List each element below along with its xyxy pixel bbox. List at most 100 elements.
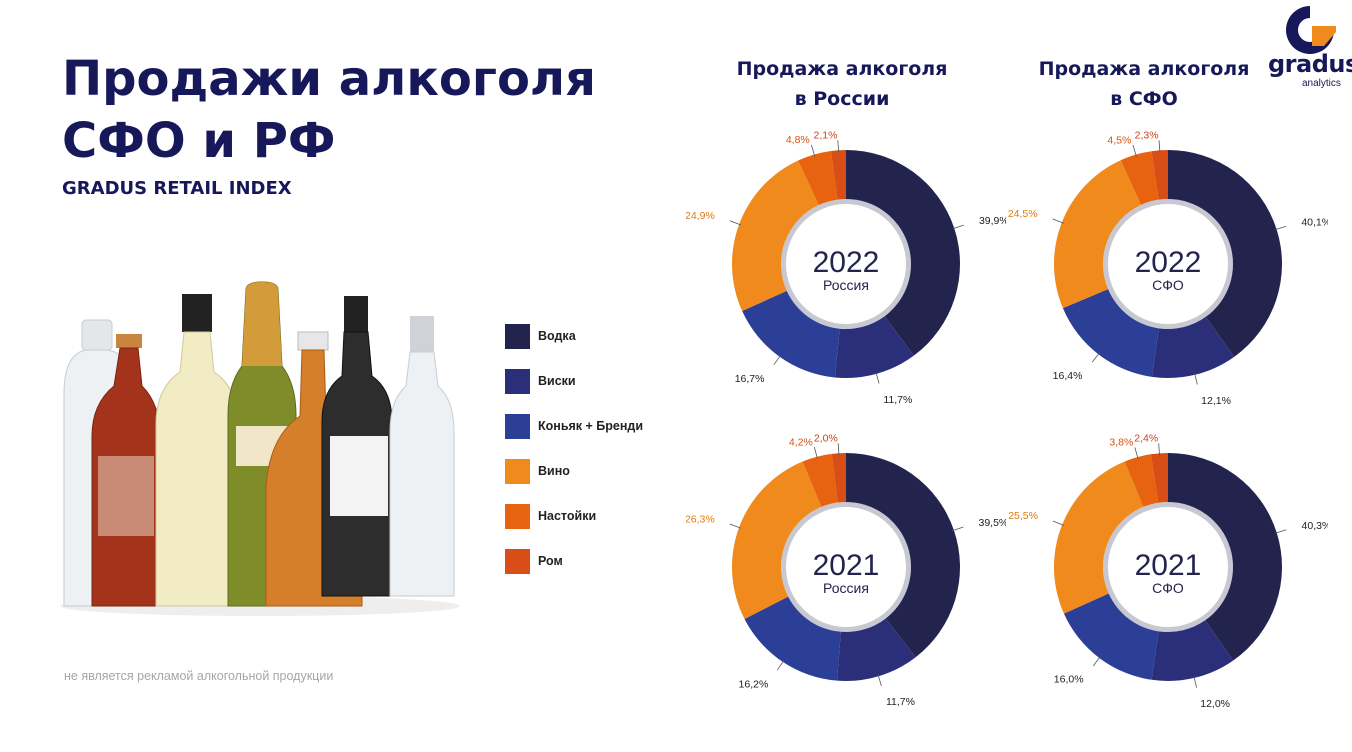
slice-data-label: 24,5% [1008, 208, 1038, 220]
slice-data-label: 39,5% [979, 517, 1006, 529]
donut-slice [837, 618, 916, 681]
label-leader-line [1052, 520, 1065, 526]
legend-label: Ром [538, 554, 563, 568]
label-leader-line [837, 443, 840, 456]
donut-slice [1054, 160, 1142, 309]
column-title-line-1: Продажа алкоголя [1038, 58, 1250, 80]
logo-wordmark: gradus [1268, 50, 1352, 78]
slice-data-label: 24,9% [686, 210, 715, 222]
donut-hole [786, 204, 906, 324]
column-title-line-2: в России [794, 88, 890, 110]
donut-slice [1120, 151, 1159, 205]
center-region-label: СФО [1152, 580, 1184, 596]
slice-data-label: 12,0% [1200, 698, 1230, 710]
slice-data-label: 12,1% [1201, 395, 1231, 407]
slice-data-label: 2,3% [1135, 129, 1159, 141]
label-leader-line [1194, 372, 1198, 385]
label-leader-line [1052, 218, 1064, 224]
legend-label: Виски [538, 374, 576, 388]
label-leader-line [1274, 225, 1287, 231]
donut-slice [1168, 150, 1282, 357]
label-leader-line [1158, 140, 1161, 153]
legend-swatch [505, 324, 530, 349]
center-region-label: СФО [1152, 277, 1184, 293]
slice-data-label: 39,9% [979, 215, 1006, 227]
page-subtitle: GRADUS RETAIL INDEX [62, 178, 292, 199]
column-title-russia: Продажа алкоголя в России [712, 54, 972, 114]
donut-slice [1062, 289, 1159, 377]
label-leader-line [1091, 352, 1100, 363]
slice-data-label: 11,7% [883, 394, 912, 406]
legend-swatch [505, 369, 530, 394]
label-leader-line [813, 446, 818, 459]
legend-item-whisky: Виски [505, 369, 705, 395]
legend-swatch [505, 414, 530, 439]
center-year-label: 2021 [813, 549, 880, 582]
donut-slice [1151, 316, 1235, 378]
slice-data-label: 2,0% [814, 432, 838, 444]
legend-label: Водка [538, 329, 576, 343]
label-leader-line [729, 220, 742, 226]
donut-slice [834, 316, 914, 378]
legend-swatch [505, 549, 530, 574]
legend-label: Вино [538, 464, 570, 478]
legend-swatch [505, 504, 530, 529]
label-leader-line [776, 659, 785, 671]
label-leader-line [1132, 144, 1137, 157]
slice-data-label: 2,1% [814, 129, 838, 141]
donut-slice [846, 150, 960, 356]
donut-slice [742, 290, 840, 378]
center-region-label: Россия [823, 277, 869, 293]
center-region-label: Россия [823, 580, 869, 596]
slice-data-label: 16,4% [1053, 370, 1083, 382]
legend-item-liqueurs: Настойки [505, 504, 705, 530]
alcohol-bottles-photo [60, 281, 460, 616]
slice-data-label: 4,2% [789, 436, 813, 448]
label-leader-line [1274, 529, 1287, 534]
label-leader-line [811, 144, 816, 157]
page-title: Продажи алкоголя СФО и РФ [62, 48, 596, 172]
slice-data-label: 16,7% [735, 373, 765, 385]
label-leader-line [1193, 675, 1197, 688]
center-year-label: 2021 [1135, 549, 1202, 582]
donut-slice [1054, 461, 1144, 614]
slice-data-label: 4,5% [1107, 134, 1131, 146]
donut-slice [831, 453, 846, 503]
label-leader-line [1134, 447, 1139, 460]
slice-data-label: 25,5% [1008, 510, 1038, 522]
donut-slice [846, 453, 960, 658]
donut-slice [1151, 150, 1168, 200]
legend-item-cognac-brandy: Коньяк + Бренди [505, 414, 705, 440]
donut-slice [732, 461, 822, 619]
donut-slice [1124, 454, 1159, 507]
slice-data-label: 11,7% [886, 696, 915, 708]
gradus-g-logo [1286, 6, 1336, 54]
label-leader-line [875, 371, 880, 384]
donut-hole [1108, 507, 1228, 627]
column-title-line-2: в СФО [1110, 88, 1178, 110]
donut-slice [1063, 593, 1159, 680]
slice-data-label: 40,1% [1301, 216, 1328, 228]
logo-subtitle: analytics [1302, 78, 1341, 89]
legend-item-rum: Ром [505, 549, 705, 575]
donut-slice [1168, 453, 1282, 661]
column-title-sfo: Продажа алкоголя в СФО [1014, 54, 1274, 114]
legend-label: Коньяк + Бренди [538, 419, 644, 433]
title-line-1: Продажи алкоголя [62, 51, 596, 107]
slice-data-label: 16,2% [739, 678, 769, 690]
label-leader-line [951, 526, 964, 532]
donut-slice [798, 150, 838, 206]
slice-data-label: 40,3% [1302, 520, 1328, 532]
donut-slice [802, 453, 838, 507]
label-leader-line [837, 140, 840, 153]
label-leader-line [1158, 443, 1160, 456]
label-leader-line [1092, 656, 1101, 667]
donut-slice [744, 596, 841, 681]
slice-data-label: 26,3% [686, 513, 715, 525]
slice-data-label: 16,0% [1054, 674, 1084, 686]
slice-data-label: 2,4% [1134, 432, 1158, 444]
legend-item-vodka: Водка [505, 324, 705, 350]
